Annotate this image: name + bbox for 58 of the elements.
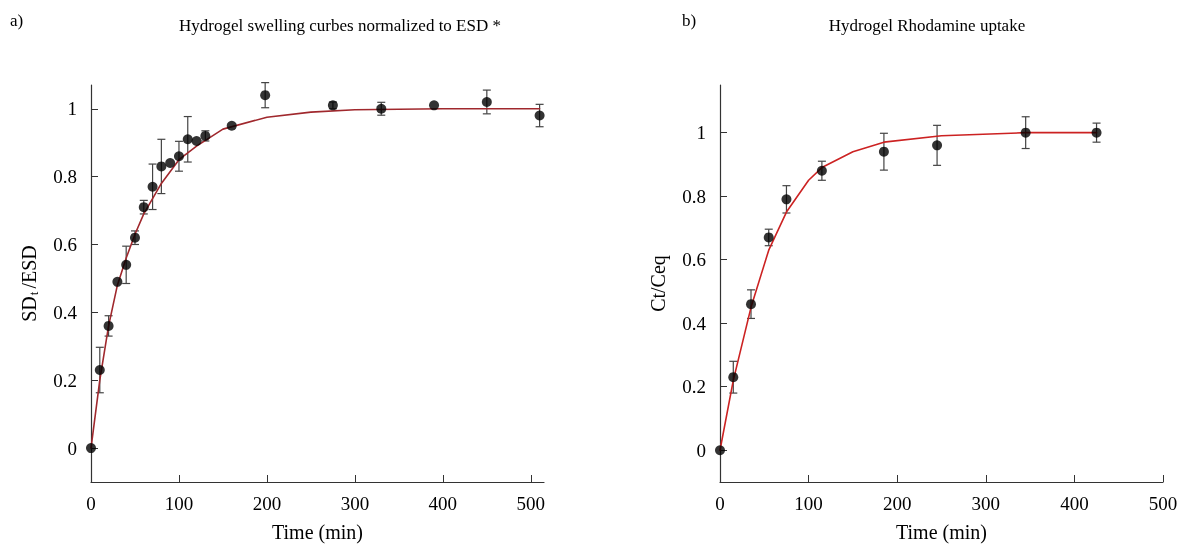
- point: [746, 299, 757, 310]
- y-tick-label: 0.4: [53, 301, 78, 323]
- x-axis-title: Time (min): [896, 521, 987, 544]
- y-tick-label: 0.2: [682, 376, 706, 398]
- x-tick-label: 100: [794, 493, 823, 514]
- y-tick-label: 0.4: [682, 312, 707, 334]
- point: [534, 110, 545, 121]
- point: [481, 96, 492, 107]
- point: [878, 146, 889, 157]
- point: [1020, 127, 1031, 138]
- y-tick-label: 0: [696, 439, 706, 461]
- point: [260, 90, 271, 101]
- x-tick-label: 200: [882, 493, 912, 514]
- y-tick-label: 0.6: [53, 233, 77, 255]
- point: [112, 276, 123, 287]
- y-tick-label: 1: [696, 122, 706, 144]
- point: [147, 181, 158, 192]
- point: [182, 134, 193, 145]
- point: [156, 161, 167, 172]
- point: [103, 320, 114, 331]
- y-tick-label: 0: [67, 437, 77, 459]
- x-tick-label: 400: [428, 493, 458, 514]
- x-tick-label: 500: [1148, 493, 1178, 514]
- point: [86, 443, 96, 454]
- point: [728, 372, 739, 383]
- x-axis-title: Time (min): [272, 521, 363, 544]
- y-tick-label: 0.8: [682, 185, 706, 207]
- x-tick-label: 400: [1060, 493, 1089, 514]
- y-tick-label: 0.8: [53, 166, 77, 188]
- x-tick-label: 0: [86, 493, 96, 514]
- point: [781, 194, 792, 205]
- point: [165, 158, 176, 169]
- point: [715, 445, 725, 456]
- chart-title: Hydrogel Rhodamine uptake: [828, 16, 1026, 35]
- point: [932, 140, 943, 151]
- point: [816, 165, 827, 176]
- x-tick-label: 300: [971, 493, 1001, 514]
- x-tick-label: 500: [516, 493, 546, 514]
- chart-title: Hydrogel swelling curbes normalized to ESD *: [179, 16, 501, 35]
- x-tick-label: 200: [252, 493, 282, 514]
- point: [173, 151, 184, 162]
- point: [94, 365, 105, 376]
- x-tick-label: 300: [340, 493, 370, 514]
- x-tick-label: 100: [164, 493, 194, 514]
- point: [121, 259, 132, 270]
- y-tick-label: 0.2: [53, 369, 77, 391]
- text: a): [10, 11, 24, 30]
- y-tick-label: 1: [67, 98, 77, 120]
- point: [763, 232, 774, 243]
- x-tick-label: 0: [715, 493, 725, 514]
- point: [1091, 127, 1102, 138]
- text: b): [682, 11, 697, 30]
- point: [429, 100, 440, 111]
- point: [191, 135, 202, 146]
- point: [226, 120, 237, 131]
- y-axis-title: Ct/Ceq: [647, 255, 670, 312]
- y-axis-title: SDt/ESD: [18, 245, 41, 322]
- y-tick-label: 0.6: [682, 249, 706, 271]
